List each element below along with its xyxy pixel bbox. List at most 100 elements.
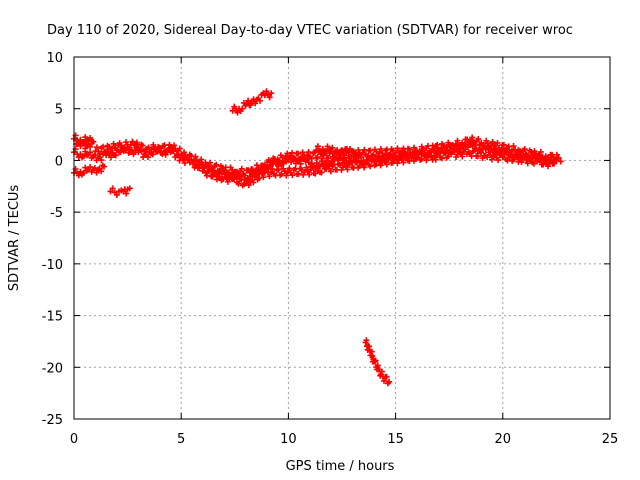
point-segment-1-7-2-6h [123,190,130,197]
point-upper-spread [478,139,485,146]
point-lower-spread [551,160,558,167]
point-segment-11-3-13-3h [319,146,326,153]
point-upper-spread [376,149,383,156]
point-upper-spread [216,168,223,175]
point-lower-spread [415,151,422,158]
point-lower-spread [318,169,325,176]
point-lower-spread [303,164,310,171]
point-upper-spread [126,145,133,152]
point-lower-spread [421,152,428,159]
point-lower-spread [201,164,208,171]
x-tick-labels: 0 5 10 15 20 25 [70,432,618,447]
point-lower-spread [477,149,484,156]
point-lower-spread [266,173,273,180]
point-segment-7-4-9-2h [231,103,238,110]
point-upper-spread [96,150,103,157]
plot-frame [73,56,611,420]
point-segment-0-1-5h-upper [83,141,90,148]
point-lower-spread [462,146,469,153]
point-lower-spread [306,171,313,178]
point-upper-spread [110,140,117,147]
point-lower-spread [431,153,438,160]
point-lower-spread [495,157,502,164]
point-upper-spread [107,148,114,155]
point-segment-0-1-5h-lower [87,163,94,170]
point-lower-spread [341,159,348,166]
point-upper-spread [241,172,248,179]
point-lower-spread [432,156,439,163]
point-main-band [107,154,114,161]
point-upper-spread [465,141,472,148]
chart-title: Day 110 of 2020, Sidereal Day-to-day VTE… [47,23,573,38]
point-upper-spread [389,147,396,154]
point-upper-spread [100,143,107,150]
point-upper-spread [185,156,192,163]
point-upper-spread [133,139,140,146]
point-lower-spread [510,156,517,163]
point-lower-spread [527,154,534,161]
point-lower-spread [353,159,360,166]
point-lower-spread [206,167,213,174]
point-main-band [112,152,119,159]
point-lower-spread [361,164,368,171]
point-lower-spread [456,146,463,153]
point-upper-spread [510,143,517,150]
point-lower-spread [383,161,390,168]
point-lower-spread [312,170,319,177]
point-upper-spread [467,137,474,144]
point-upper-spread [171,142,178,149]
point-upper-spread [314,154,321,161]
point-lower-spread [398,156,405,163]
point-upper-spread [207,159,214,166]
point-lower-spread [540,161,547,168]
point-lower-spread [426,149,433,156]
point-upper-spread [113,147,120,154]
point-lower-spread [235,180,242,187]
point-upper-spread [464,136,471,143]
point-upper-spread [249,166,256,173]
point-main-band [144,154,151,161]
point-main-band [87,149,94,156]
point-main-band [176,157,183,164]
point-segment-7-4-9-2h [266,94,273,101]
y-tick-labels: -25 -20 -15 -10 -5 0 5 10 [42,51,63,428]
point-segment-1-7-2-6h [126,185,133,192]
point-segment-13-6-14-7h [378,368,385,375]
point-main-band [117,149,124,156]
point-lower-spread [298,166,305,173]
x-axis-label: GPS time / hours [286,459,395,474]
point-upper-spread [370,151,377,158]
point-lower-spread [295,170,302,177]
point-upper-spread [440,142,447,149]
point-lower-spread [327,168,334,175]
point-lower-spread [373,161,380,168]
point-lower-spread [380,154,387,161]
point-segment-11-3-13-3h [324,143,331,150]
y-tick-label: -25 [42,413,63,428]
point-segment-13-6-14-7h [381,377,388,384]
point-upper-spread [213,161,220,168]
point-upper-spread [164,147,171,154]
x-tick-label: 20 [495,432,512,447]
point-upper-spread [246,169,253,176]
point-segment-11-3-13-3h [322,148,329,155]
point-lower-spread [501,151,508,158]
point-upper-spread [287,153,294,160]
point-lower-spread [221,171,228,178]
point-lower-spread [253,171,260,178]
point-lower-spread [336,162,343,169]
point-lower-spread [362,160,369,167]
point-lower-spread [289,172,296,179]
point-segment-11-3-13-3h [340,150,347,157]
point-segment-7-4-9-2h [261,92,268,99]
point-upper-spread [341,154,348,161]
point-upper-spread [298,154,305,161]
point-upper-spread [325,155,332,162]
point-lower-spread [395,157,402,164]
point-lower-spread [392,155,399,162]
point-lower-spread [507,152,514,159]
y-tick-label: -5 [50,206,63,221]
point-lower-spread [459,153,466,160]
x-tick-label: 5 [177,432,185,447]
